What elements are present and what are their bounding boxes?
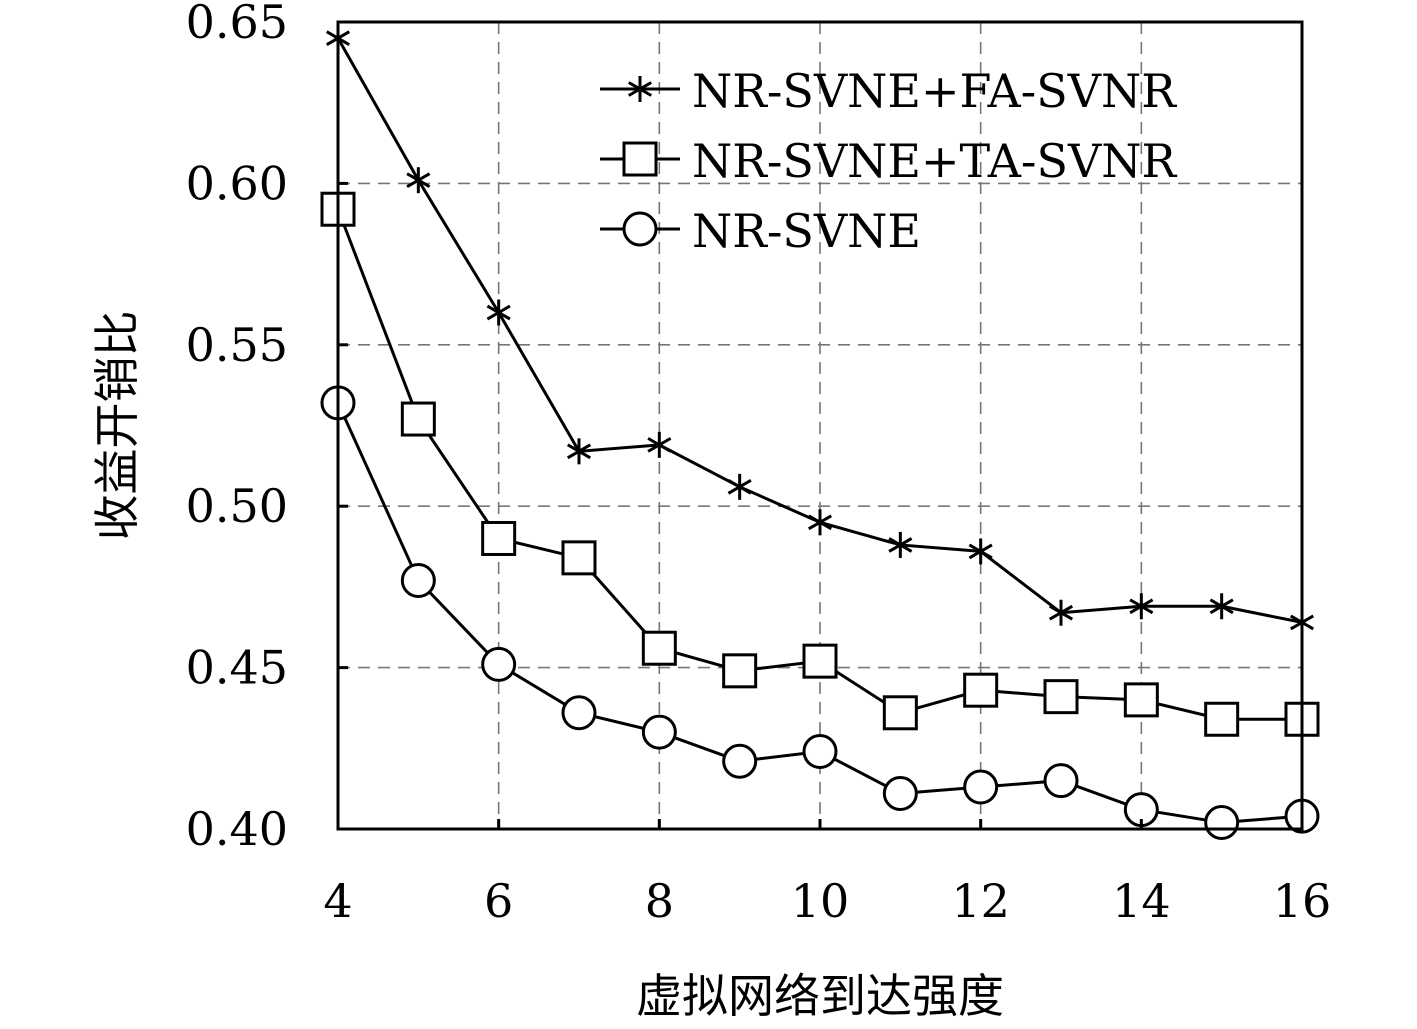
marker-square bbox=[882, 695, 918, 731]
marker-circle bbox=[622, 211, 658, 247]
marker-square bbox=[1204, 701, 1240, 737]
marker-square bbox=[722, 653, 758, 689]
marker-asterisk bbox=[968, 538, 993, 565]
y-axis-ticks: 0.40 0.45 0.50 0.55 0.60 0.65 bbox=[186, 0, 348, 856]
asterisk-stroke bbox=[627, 81, 653, 97]
asterisk-stroke bbox=[566, 443, 592, 460]
asterisk-stroke bbox=[968, 543, 993, 560]
x-tick-label: 14 bbox=[1112, 874, 1171, 928]
asterisk-stroke bbox=[406, 172, 431, 188]
marker-square bbox=[1043, 679, 1079, 715]
x-tick-label: 8 bbox=[645, 874, 674, 928]
marker-square bbox=[1123, 682, 1159, 718]
marker-asterisk bbox=[1048, 599, 1074, 626]
asterisk-stroke bbox=[1129, 598, 1154, 615]
series-2 bbox=[320, 191, 1320, 737]
y-tick-label: 0.40 bbox=[186, 802, 288, 856]
x-tick-label: 12 bbox=[951, 874, 1010, 928]
marker-asterisk bbox=[486, 299, 511, 326]
marker-asterisk bbox=[1209, 593, 1234, 620]
asterisk-stroke bbox=[888, 537, 913, 553]
marker-circle bbox=[882, 775, 918, 811]
y-tick-label: 0.60 bbox=[186, 156, 288, 210]
marker-square bbox=[561, 540, 597, 576]
x-tick-label: 10 bbox=[791, 874, 850, 928]
marker-square bbox=[481, 520, 517, 556]
x-tick-label: 4 bbox=[323, 874, 352, 928]
marker-square bbox=[400, 401, 436, 437]
marker-square bbox=[802, 643, 838, 679]
marker-circle bbox=[481, 646, 517, 682]
legend-entry: NR-SVNE bbox=[600, 204, 921, 258]
marker-asterisk bbox=[1129, 593, 1154, 620]
marker-asterisk bbox=[406, 167, 431, 194]
legend: NR-SVNE+FA-SVNR NR-SVNE+TA-SVNR NR-SVNE bbox=[600, 64, 1177, 258]
marker-circle bbox=[722, 743, 758, 779]
y-tick-label: 0.45 bbox=[186, 641, 288, 695]
y-axis-label: 收益开销比 bbox=[90, 311, 144, 541]
series-group bbox=[320, 25, 1320, 841]
legend-entry: NR-SVNE+FA-SVNR bbox=[600, 64, 1177, 118]
marker-circle bbox=[400, 562, 436, 598]
x-axis-label: 虚拟网络到达强度 bbox=[636, 969, 1004, 1023]
marker-circle bbox=[1043, 763, 1079, 799]
legend-label: NR-SVNE+FA-SVNR bbox=[692, 64, 1177, 118]
marker-asterisk bbox=[807, 509, 833, 536]
y-tick-label: 0.65 bbox=[186, 0, 288, 49]
marker-circle bbox=[561, 695, 597, 731]
legend-label: NR-SVNE+TA-SVNR bbox=[692, 134, 1177, 188]
marker-asterisk bbox=[727, 473, 752, 500]
marker-square bbox=[641, 630, 677, 666]
asterisk-stroke bbox=[647, 437, 672, 453]
asterisk-stroke bbox=[1048, 604, 1074, 621]
marker-asterisk bbox=[566, 438, 592, 465]
marker-square bbox=[963, 672, 999, 708]
asterisk-stroke bbox=[727, 479, 752, 495]
marker-asterisk bbox=[647, 431, 672, 458]
legend-label: NR-SVNE bbox=[692, 204, 921, 258]
marker-asterisk bbox=[627, 76, 653, 102]
x-tick-label: 6 bbox=[484, 874, 513, 928]
x-tick-label: 16 bbox=[1273, 874, 1332, 928]
asterisk-stroke bbox=[1209, 598, 1234, 615]
x-axis-ticks: 4 6 8 10 12 14 16 bbox=[323, 819, 1331, 928]
series-1 bbox=[325, 25, 1315, 636]
y-tick-label: 0.50 bbox=[186, 479, 288, 533]
marker-asterisk bbox=[888, 531, 913, 558]
asterisk-stroke bbox=[486, 304, 511, 321]
asterisk-stroke bbox=[807, 514, 833, 531]
marker-circle bbox=[1204, 805, 1240, 841]
marker-circle bbox=[641, 714, 677, 750]
marker-circle bbox=[963, 769, 999, 805]
legend-entry: NR-SVNE+TA-SVNR bbox=[600, 134, 1177, 188]
series-3 bbox=[320, 385, 1320, 841]
y-tick-label: 0.55 bbox=[186, 318, 288, 372]
marker-circle bbox=[802, 734, 838, 770]
marker-square bbox=[622, 141, 658, 177]
